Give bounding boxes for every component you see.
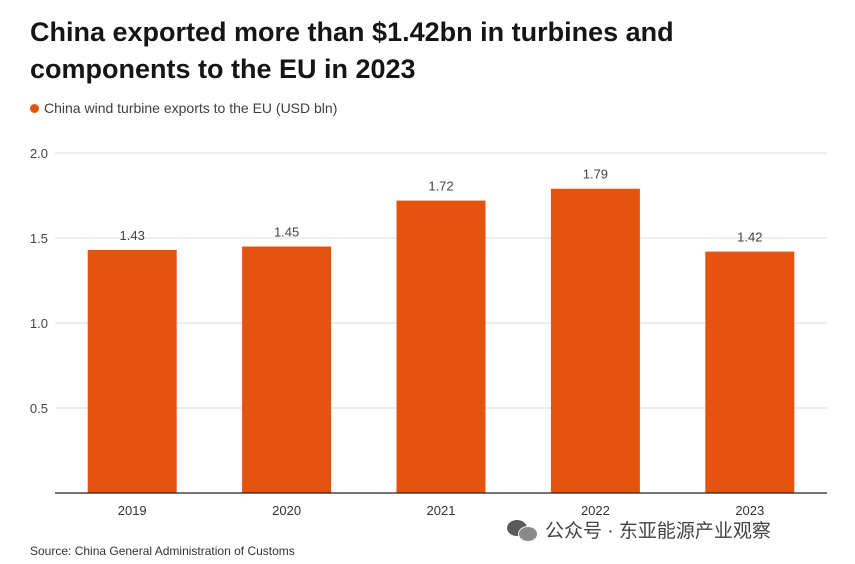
bar (396, 200, 486, 493)
data-label: 1.43 (120, 228, 145, 243)
data-label: 1.72 (428, 179, 453, 194)
legend-label: China wind turbine exports to the EU (US… (44, 100, 338, 116)
chart-title: China exported more than $1.42bn in turb… (30, 17, 674, 84)
wechat-icon (507, 518, 538, 542)
data-label: 1.42 (737, 230, 762, 245)
bar (87, 249, 177, 493)
x-tick-label: 2023 (735, 503, 764, 518)
y-tick-label: 1.5 (30, 231, 48, 246)
y-tick-label: 2.0 (30, 146, 48, 161)
x-tick-label: 2019 (118, 503, 147, 518)
legend-swatch (30, 103, 39, 113)
x-tick-label: 2020 (272, 503, 301, 518)
data-label: 1.79 (583, 167, 608, 182)
x-tick-label: 2021 (427, 503, 456, 518)
bar (550, 188, 640, 493)
y-tick-label: 1.0 (30, 316, 48, 331)
bar (242, 246, 332, 493)
source-note: Source: China General Administration of … (30, 544, 295, 558)
data-label: 1.45 (274, 225, 299, 240)
legend: China wind turbine exports to the EU (US… (30, 100, 337, 116)
y-tick-label: 0.5 (30, 401, 48, 416)
watermark: 公众号 · 东亚能源产业观察 (507, 516, 771, 543)
bar (705, 251, 795, 493)
x-tick-label: 2022 (581, 503, 610, 518)
watermark-text: 公众号 · 东亚能源产业观察 (545, 521, 771, 542)
